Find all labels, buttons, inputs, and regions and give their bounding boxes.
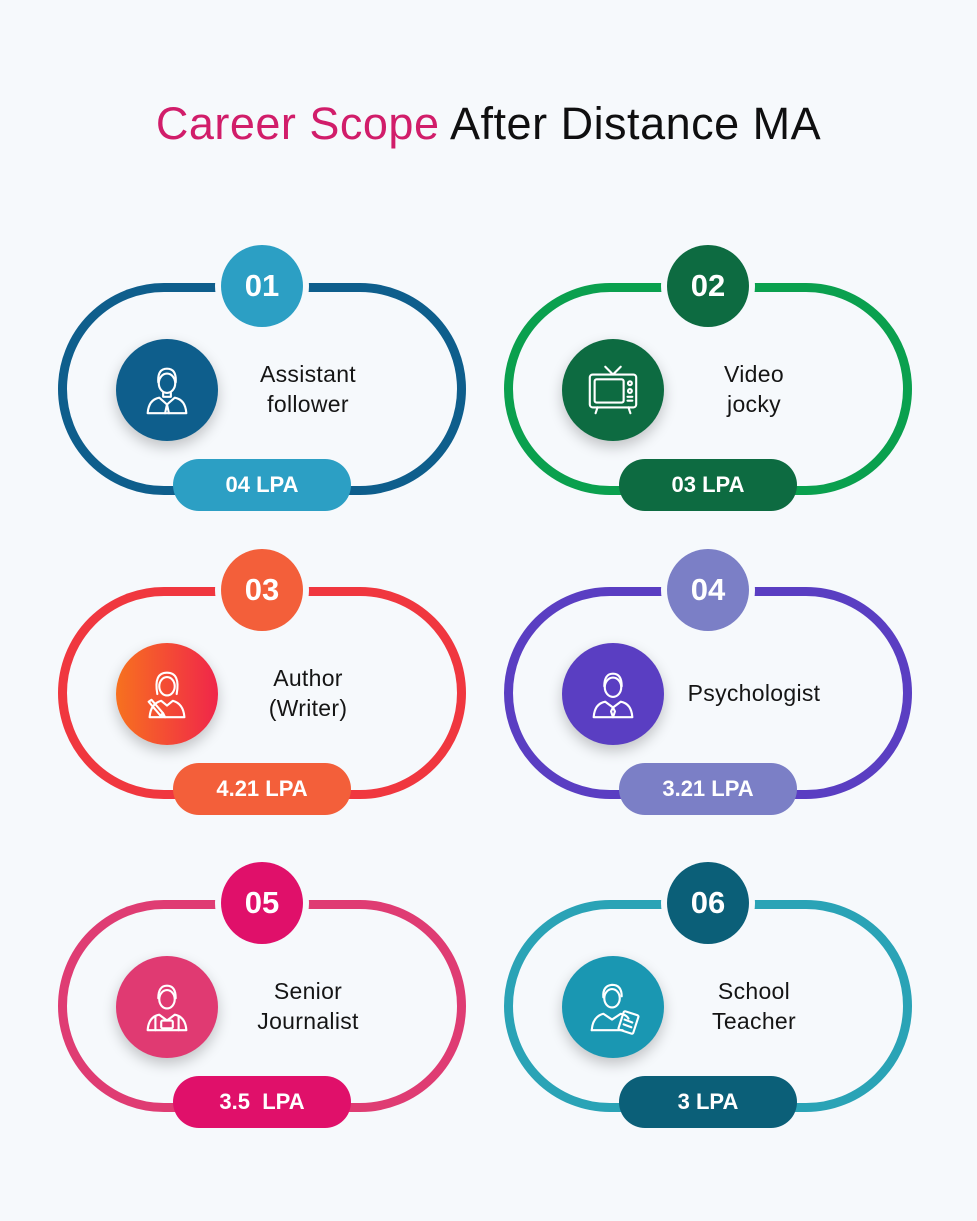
number-badge: 04 xyxy=(667,549,749,631)
career-label-line1: Author xyxy=(273,665,343,691)
journalist-icon xyxy=(146,984,188,1032)
psychologist-icon xyxy=(592,672,634,719)
career-label-line2: (Writer) xyxy=(268,695,348,721)
career-label-line2: follower xyxy=(267,391,349,417)
career-label: Psychologist xyxy=(674,647,834,739)
career-label-line1: School xyxy=(717,978,791,1004)
career-label: Senior Journalist xyxy=(228,960,388,1052)
female-writer-icon xyxy=(147,671,186,719)
number-badge: 05 xyxy=(221,862,303,944)
career-card-1: 01 Assistant follower 04 LPA xyxy=(58,245,466,549)
icon-circle xyxy=(116,956,218,1058)
teacher-icon xyxy=(590,983,640,1035)
icon-circle xyxy=(116,339,218,441)
career-label: Author (Writer) xyxy=(228,647,388,739)
salary-pill: 3.5 LPA xyxy=(173,1076,351,1128)
career-label: School Teacher xyxy=(674,960,834,1052)
career-label-line1: Video xyxy=(724,361,784,387)
career-card-5: 05 Senior Journalist 3.5 LPA xyxy=(58,862,466,1166)
career-label-line1: Psychologist xyxy=(687,680,821,706)
career-card-2: 02 Video jocky 03 LPA xyxy=(504,245,912,549)
career-label-line1: Assistant xyxy=(259,361,356,387)
salary-pill: 3 LPA xyxy=(619,1076,797,1128)
icon-circle xyxy=(562,643,664,745)
career-card-3: 03 Author (Writer) 4.21 LPA xyxy=(58,549,466,853)
salary-pill: 4.21 LPA xyxy=(173,763,351,815)
icon-circle xyxy=(562,956,664,1058)
title-rest: After Distance MA xyxy=(450,98,822,149)
male-professional-icon xyxy=(146,367,188,415)
salary-pill: 04 LPA xyxy=(173,459,351,511)
number-badge: 03 xyxy=(221,549,303,631)
career-label: Assistant follower xyxy=(228,343,388,435)
career-label-line1: Senior xyxy=(273,978,343,1004)
career-card-6: 06 School Teacher 3 LPA xyxy=(504,862,912,1166)
icon-circle xyxy=(562,339,664,441)
page-title: Career Scope After Distance MA xyxy=(0,98,977,150)
salary-pill: 03 LPA xyxy=(619,459,797,511)
title-accent: Career Scope xyxy=(155,98,440,149)
icon-circle xyxy=(116,643,218,745)
number-badge: 06 xyxy=(667,862,749,944)
salary-pill: 3.21 LPA xyxy=(619,763,797,815)
career-label-line2: jocky xyxy=(727,391,781,417)
number-badge: 02 xyxy=(667,245,749,327)
career-label-line2: Teacher xyxy=(712,1008,796,1034)
career-label-line2: Journalist xyxy=(257,1008,359,1034)
number-badge: 01 xyxy=(221,245,303,327)
career-label: Video jocky xyxy=(674,343,834,435)
career-card-4: 04 Psychologist 3.21 LPA xyxy=(504,549,912,853)
television-icon xyxy=(588,365,638,415)
